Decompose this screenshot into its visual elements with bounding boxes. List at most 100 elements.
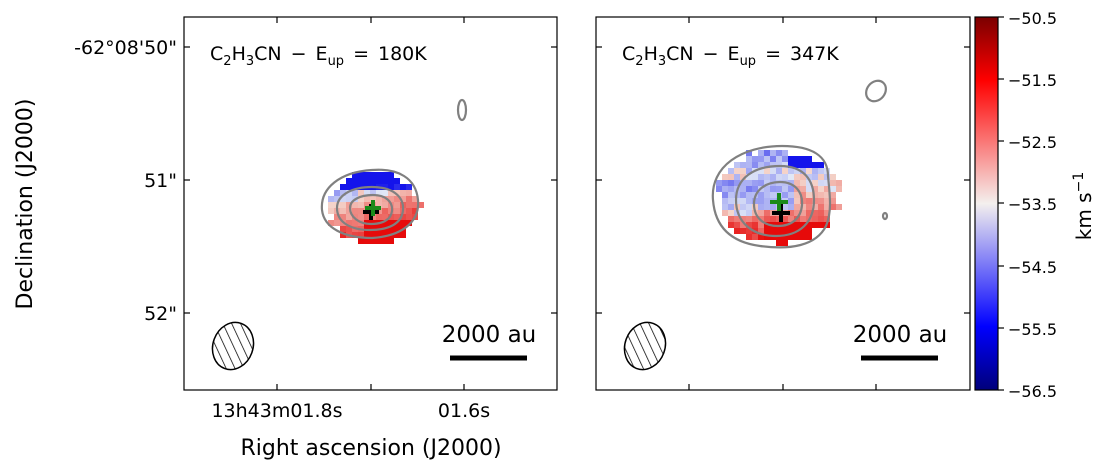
y-tick-label-0: -62°08'50" <box>74 37 177 59</box>
pixelsL-pixel-15 <box>340 214 346 220</box>
pixelsR-pixel-197 <box>806 192 812 198</box>
pixelsR-pixel-216 <box>818 162 824 168</box>
pixelsR-pixel-44 <box>746 156 752 162</box>
pixelsR-pixel-207 <box>812 174 818 180</box>
contour-outer-right <box>711 144 832 249</box>
pixelsR-pixel-152 <box>788 174 794 180</box>
pixelsL-pixel-13 <box>340 202 346 208</box>
pixelsL-pixel-64 <box>370 172 376 178</box>
green-cross-marker-right <box>770 193 788 211</box>
pixelsR-pixel-92 <box>764 180 770 186</box>
pixelsR-pixel-117 <box>776 150 782 156</box>
pixelsL-pixel-133 <box>406 196 412 202</box>
pixelsR-pixel-101 <box>764 234 770 240</box>
pixelsR-pixel-19 <box>734 162 740 168</box>
pixelsR-pixel-20 <box>734 168 740 174</box>
pixelsL-pixel-44 <box>358 196 364 202</box>
pixelsR-pixel-93 <box>764 186 770 192</box>
pixelsR-pixel-142 <box>782 204 788 210</box>
pixelsL-pixel-104 <box>388 196 394 202</box>
pixelsR-pixel-6 <box>722 198 728 204</box>
pixelsL-pixel-120 <box>394 226 400 232</box>
pixelsR-pixel-224 <box>818 210 824 216</box>
pixelsR-pixel-179 <box>800 168 806 174</box>
pixelsL-pixel-96 <box>382 220 388 226</box>
pixelsR-pixel-1 <box>716 186 722 192</box>
contour-small-right-mid <box>881 211 889 221</box>
pixelsL-pixel-75 <box>370 238 376 244</box>
pixelsL-pixel-136 <box>406 214 412 220</box>
pixelsR-pixel-222 <box>818 198 824 204</box>
pixelsR-pixel-223 <box>818 204 824 210</box>
pixelsR-pixel-200 <box>806 210 812 216</box>
pixelsR-pixel-166 <box>794 174 800 180</box>
colorbar-tick-label-6: −56.5 <box>1008 382 1057 401</box>
colorbar-tick-label-0: −50.5 <box>1008 9 1057 28</box>
pixelsR-pixel-244 <box>836 186 842 192</box>
pixelsR-pixel-77 <box>758 180 764 186</box>
pixelsR-pixel-36 <box>740 192 746 198</box>
pixelsR-pixel-81 <box>758 204 764 210</box>
pixelsR-pixel-210 <box>812 192 818 198</box>
pixelsR-pixel-165 <box>794 168 800 174</box>
pixelsL-pixel-118 <box>394 214 400 220</box>
ticks-right <box>596 17 970 390</box>
pixelsR-pixel-163 <box>794 156 800 162</box>
pixelsR-pixel-18 <box>728 222 734 228</box>
pixelsL-pixel-22 <box>346 196 352 202</box>
pixelsR-pixel-231 <box>824 192 830 198</box>
pixelsL-pixel-103 <box>388 190 394 196</box>
pixelsL-pixel-46 <box>358 208 364 214</box>
pixelsR-pixel-199 <box>806 204 812 210</box>
pixelsL-pixel-25 <box>346 214 352 220</box>
pixelsR-pixel-80 <box>758 198 764 204</box>
pixelsR-pixel-214 <box>812 216 818 222</box>
pixelsL-pixel-2 <box>328 208 334 214</box>
pixelsR-pixel-174 <box>794 222 800 228</box>
pixelsL-pixel-94 <box>382 208 388 214</box>
pixelsR-pixel-123 <box>776 186 782 192</box>
pixelsR-pixel-185 <box>800 204 806 210</box>
pixelsR-pixel-7 <box>722 204 728 210</box>
pixelsR-pixel-34 <box>740 180 746 186</box>
pixelsL-pixel-9 <box>334 220 340 226</box>
pixelsR-pixel-198 <box>806 198 812 204</box>
pixelsR-pixel-47 <box>746 174 752 180</box>
pixelsL-pixel-87 <box>376 238 382 244</box>
pixelsR-pixel-28 <box>734 216 740 222</box>
ticks-left <box>184 17 557 390</box>
pixelsR-pixel-73 <box>758 156 764 162</box>
contour-inner-right <box>752 180 804 228</box>
pixelsR-pixel-195 <box>806 180 812 186</box>
pixelsL-pixel-65 <box>370 178 376 184</box>
beam-ellipse-right <box>623 321 667 371</box>
pixelsR-pixel-94 <box>764 192 770 198</box>
pixelsR-pixel-56 <box>746 228 752 234</box>
pixelsR-pixel-245 <box>836 204 842 210</box>
pixelsL-pixel-134 <box>406 202 412 208</box>
y-tick-label-1: 51" <box>144 170 177 192</box>
y-tick-label-2: 52" <box>144 303 177 325</box>
pixelsL-pixel-32 <box>352 190 358 196</box>
pixelsR-pixel-98 <box>764 216 770 222</box>
pixelsR-pixel-111 <box>770 204 776 210</box>
pixelsR-pixel-132 <box>776 240 782 246</box>
pixelsL-pixel-93 <box>382 202 388 208</box>
pixelsR-pixel-155 <box>788 192 794 198</box>
pixelsR-pixel-144 <box>782 216 788 222</box>
pixelsR-pixel-237 <box>830 174 836 180</box>
pixelsR-pixel-11 <box>728 180 734 186</box>
pixelsR-pixel-196 <box>806 186 812 192</box>
pixelsL-pixel-21 <box>346 190 352 196</box>
pixelsR-pixel-84 <box>758 222 764 228</box>
green-cross-marker-left <box>365 200 381 216</box>
pixelsR-pixel-137 <box>782 174 788 180</box>
pixelsL-pixel-34 <box>352 202 358 208</box>
colorbar-gradient <box>974 16 999 391</box>
pixelsL-pixel-0 <box>328 196 334 202</box>
pixelsL-pixel-20 <box>346 184 352 190</box>
pixelsL-pixel-137 <box>406 220 412 226</box>
pixelsR-pixel-180 <box>800 174 806 180</box>
pixelsL-pixel-124 <box>400 196 406 202</box>
